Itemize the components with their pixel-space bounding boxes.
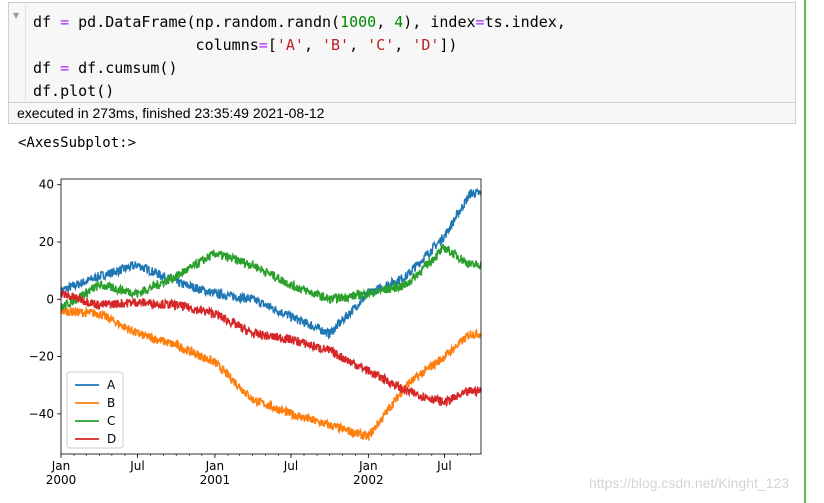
cell-selection-bar xyxy=(804,0,806,503)
y-tick-label: 20 xyxy=(39,235,54,249)
code-token: 4 xyxy=(394,13,404,31)
code-token: , xyxy=(376,13,395,31)
code-cell[interactable]: ▼ df = pd.DataFrame(np.random.randn(1000… xyxy=(8,2,796,124)
watermark: https://blog.csdn.net/Kinght_123 xyxy=(589,475,790,491)
x-tick-label: Jan xyxy=(205,459,225,473)
code-token: 'A' xyxy=(276,36,304,54)
x-tick-label: Jan xyxy=(358,459,378,473)
code-token: 'C' xyxy=(367,36,395,54)
legend-label-C: C xyxy=(107,414,115,428)
code-token: 'D' xyxy=(412,36,440,54)
code-line: df = pd.DataFrame(np.random.randn(1000, … xyxy=(33,13,566,31)
x-tick-label: Jul xyxy=(283,459,298,473)
code-token: , xyxy=(394,36,413,54)
x-tick-year-label: 2002 xyxy=(353,473,384,487)
cell-gutter xyxy=(25,5,26,101)
code-token: 'B' xyxy=(322,36,350,54)
series-B-line xyxy=(60,306,482,441)
plot-frame xyxy=(60,178,482,455)
x-tick-label: Jul xyxy=(436,459,451,473)
output-repr: <AxesSubplot:> xyxy=(18,135,137,151)
series-A-line xyxy=(60,187,482,341)
code-token: = xyxy=(60,13,70,31)
code-editor[interactable]: df = pd.DataFrame(np.random.randn(1000, … xyxy=(33,11,566,103)
series-C-line xyxy=(60,243,482,311)
code-token: = xyxy=(60,59,70,77)
code-token: = xyxy=(475,13,485,31)
code-token: df.cumsum() xyxy=(69,59,178,77)
code-token: ts.index, xyxy=(484,13,566,31)
legend-label-A: A xyxy=(107,378,116,392)
x-tick-year-label: 2001 xyxy=(200,473,231,487)
collapse-arrow-icon[interactable]: ▼ xyxy=(13,11,20,20)
code-token: df xyxy=(33,59,61,77)
x-tick-year-label: 2000 xyxy=(46,473,77,487)
code-token: , xyxy=(303,36,322,54)
code-token: df xyxy=(33,13,61,31)
code-token: , xyxy=(349,36,368,54)
code-token: ]) xyxy=(439,36,458,54)
code-token: columns xyxy=(33,36,259,54)
series-D-line xyxy=(60,289,482,408)
y-tick-label: 40 xyxy=(39,178,54,192)
legend-label-B: B xyxy=(107,396,115,410)
code-token: = xyxy=(258,36,268,54)
code-line: df = df.cumsum() xyxy=(33,59,178,77)
x-tick-label: Jan xyxy=(51,459,71,473)
x-tick-label: Jul xyxy=(129,459,144,473)
code-token: 1000 xyxy=(340,13,377,31)
execution-status: executed in 273ms, finished 23:35:49 202… xyxy=(9,102,795,123)
code-token: ), index xyxy=(403,13,476,31)
code-token: pd.DataFrame(np.random.randn( xyxy=(69,13,341,31)
y-tick-label: −40 xyxy=(29,407,54,421)
legend-box xyxy=(66,371,124,449)
legend-label-D: D xyxy=(107,432,116,446)
code-line: columns=['A', 'B', 'C', 'D']) xyxy=(33,36,458,54)
y-tick-label: 0 xyxy=(46,292,54,306)
code-token: [ xyxy=(267,36,277,54)
y-tick-label: −20 xyxy=(29,350,54,364)
code-token: df.plot() xyxy=(33,82,115,100)
code-line: df.plot() xyxy=(33,82,114,100)
